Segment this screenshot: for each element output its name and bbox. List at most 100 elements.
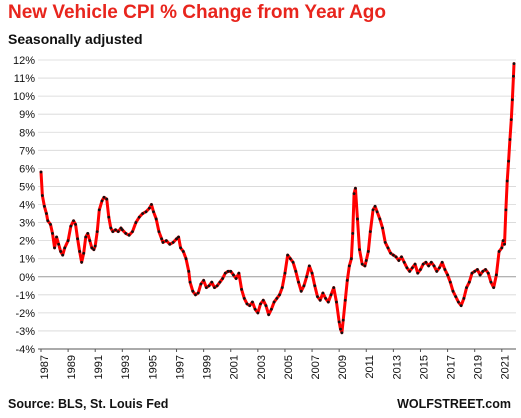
y-tick-label: 11% bbox=[14, 73, 35, 85]
data-point bbox=[116, 230, 120, 233]
data-point bbox=[381, 226, 384, 230]
data-point bbox=[237, 271, 241, 275]
data-point bbox=[356, 217, 359, 221]
data-point bbox=[215, 284, 219, 288]
data-point bbox=[503, 242, 506, 246]
data-point bbox=[84, 235, 88, 239]
data-point bbox=[283, 271, 287, 275]
data-point bbox=[481, 269, 485, 273]
data-point bbox=[500, 246, 504, 250]
data-point bbox=[229, 269, 233, 273]
x-tick-label: 1999 bbox=[202, 355, 214, 379]
data-point bbox=[275, 297, 279, 300]
data-point bbox=[489, 280, 493, 284]
data-point bbox=[492, 286, 496, 289]
data-point bbox=[218, 280, 222, 284]
data-point bbox=[391, 253, 395, 257]
data-point bbox=[366, 250, 370, 253]
data-point bbox=[337, 320, 341, 324]
x-tick-label: 1995 bbox=[147, 355, 159, 379]
data-point bbox=[504, 208, 508, 212]
data-point bbox=[74, 222, 77, 226]
data-point bbox=[157, 230, 161, 233]
y-tick-label: 8% bbox=[19, 127, 35, 139]
data-point bbox=[194, 293, 197, 297]
data-point bbox=[150, 203, 153, 206]
data-point bbox=[335, 300, 338, 304]
data-point bbox=[473, 269, 477, 273]
data-point bbox=[305, 275, 309, 279]
data-point bbox=[443, 268, 447, 271]
series-line bbox=[39, 62, 516, 335]
brand-label: WOLFSTREET.com bbox=[397, 397, 511, 411]
data-point bbox=[80, 260, 84, 264]
data-point bbox=[505, 179, 509, 183]
data-point bbox=[408, 269, 412, 273]
data-point bbox=[181, 250, 185, 253]
data-point bbox=[261, 298, 265, 302]
data-point bbox=[280, 286, 284, 289]
data-point bbox=[63, 246, 67, 250]
data-point bbox=[446, 273, 449, 277]
data-point bbox=[478, 273, 482, 277]
data-point bbox=[134, 221, 138, 224]
data-point bbox=[184, 257, 188, 261]
x-tick-label: 2005 bbox=[283, 355, 295, 379]
data-point bbox=[494, 273, 498, 277]
data-point bbox=[114, 228, 117, 232]
data-point bbox=[470, 271, 474, 275]
y-tick-label: 2% bbox=[19, 236, 35, 248]
data-point bbox=[141, 212, 145, 215]
data-point bbox=[440, 260, 444, 264]
data-point bbox=[196, 291, 200, 295]
data-point bbox=[213, 286, 216, 289]
data-point bbox=[45, 212, 48, 215]
chart-title: New Vehicle CPI % Change from Year Ago bbox=[8, 2, 387, 23]
data-point bbox=[76, 237, 79, 241]
data-point bbox=[95, 230, 99, 233]
data-point bbox=[171, 241, 175, 244]
data-point bbox=[53, 246, 56, 250]
data-point bbox=[341, 318, 345, 322]
data-point bbox=[400, 255, 403, 259]
data-point bbox=[459, 304, 463, 308]
data-point bbox=[49, 222, 52, 226]
data-point bbox=[457, 300, 460, 304]
data-point bbox=[204, 286, 208, 289]
data-point bbox=[242, 297, 246, 300]
data-point bbox=[454, 295, 458, 299]
data-point bbox=[358, 248, 361, 252]
data-point bbox=[144, 210, 148, 214]
data-point bbox=[497, 250, 501, 253]
y-tick-label: 1% bbox=[19, 254, 35, 266]
data-point bbox=[351, 232, 355, 235]
data-point bbox=[107, 215, 111, 219]
data-point bbox=[259, 302, 262, 306]
data-point bbox=[371, 208, 375, 212]
y-tick-label: 10% bbox=[13, 91, 35, 103]
data-point bbox=[42, 204, 46, 208]
data-point bbox=[177, 235, 180, 239]
y-tick-label: 4% bbox=[19, 200, 35, 212]
data-point bbox=[501, 239, 505, 243]
data-point bbox=[164, 239, 168, 243]
data-point bbox=[97, 208, 101, 212]
data-point bbox=[160, 237, 164, 241]
data-point bbox=[364, 259, 368, 262]
data-point bbox=[92, 248, 96, 252]
data-point bbox=[245, 302, 249, 306]
data-point bbox=[210, 280, 214, 284]
data-point bbox=[286, 253, 290, 257]
chart-subtitle: Seasonally adjusted bbox=[8, 31, 143, 47]
x-tick-label: 2009 bbox=[337, 355, 349, 379]
series-line-group bbox=[39, 62, 516, 335]
data-point bbox=[465, 286, 468, 289]
data-point bbox=[307, 264, 311, 268]
data-point bbox=[375, 210, 379, 214]
data-point bbox=[389, 251, 393, 255]
data-point bbox=[202, 278, 206, 282]
x-tick-label: 2011 bbox=[364, 355, 376, 379]
data-point bbox=[66, 239, 70, 243]
data-point bbox=[462, 297, 466, 300]
data-point bbox=[316, 295, 319, 299]
